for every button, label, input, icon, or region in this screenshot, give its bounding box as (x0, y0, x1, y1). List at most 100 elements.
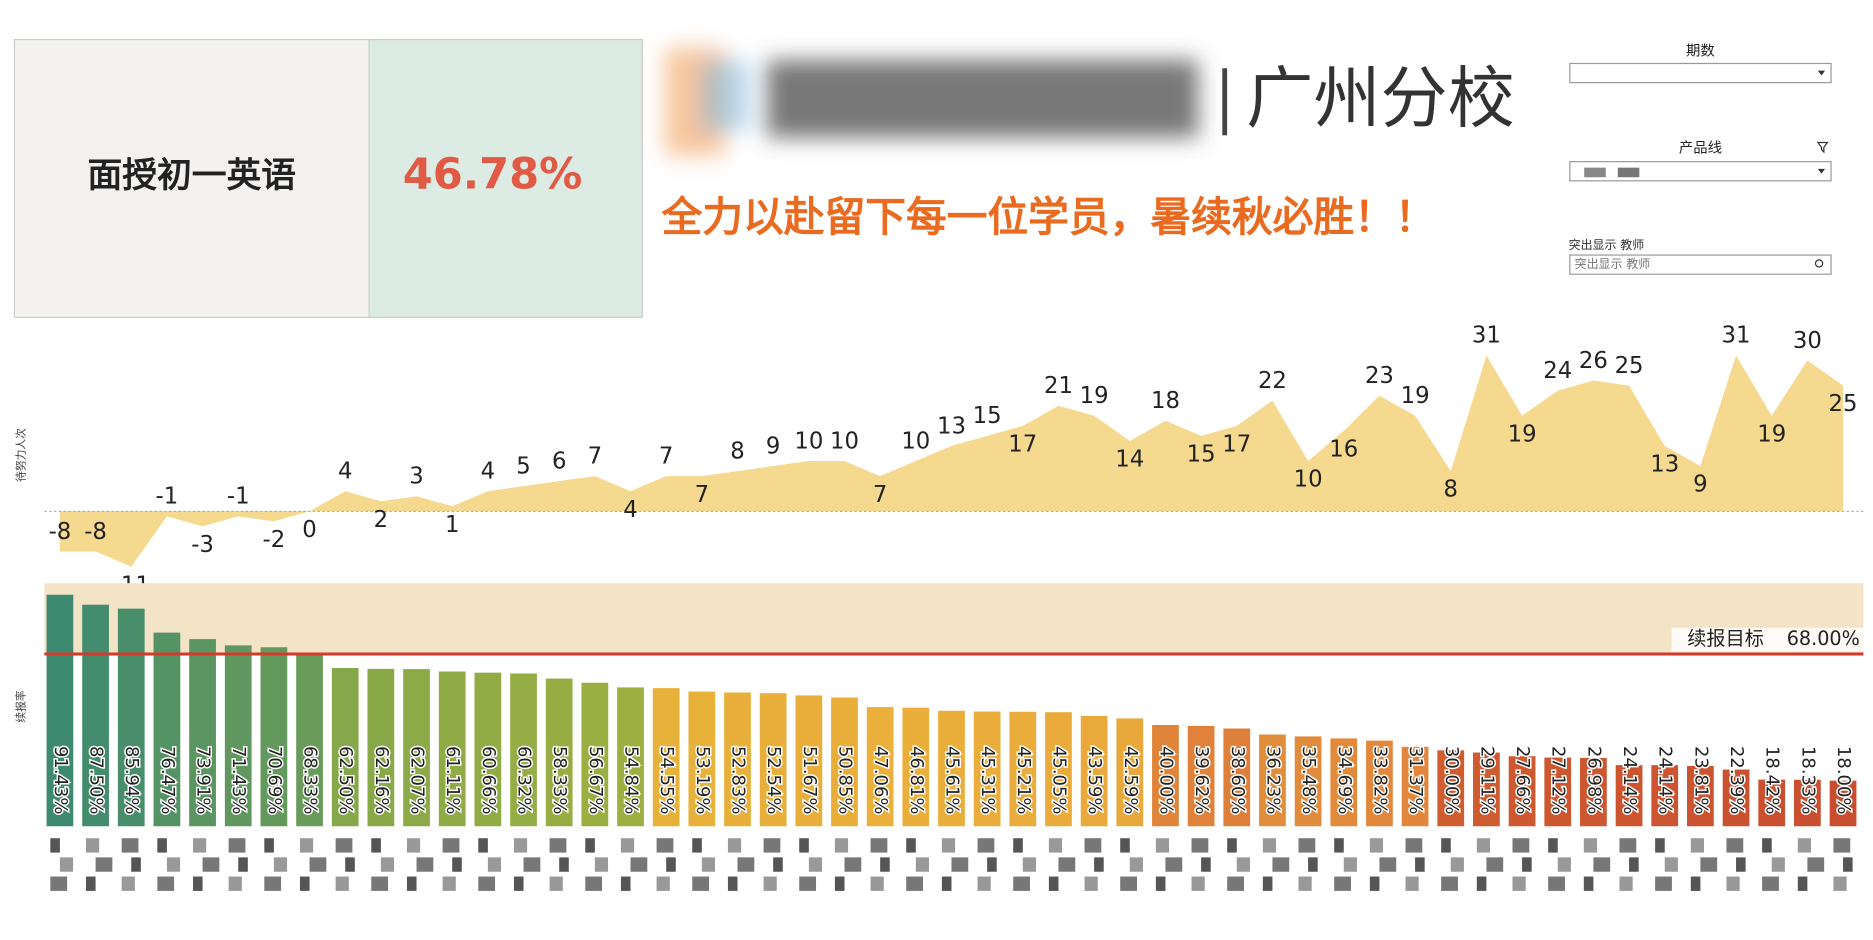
highlight-search[interactable] (1569, 254, 1832, 275)
blurred-name (692, 876, 710, 891)
blurred-name (1512, 876, 1526, 891)
data-label: 7 (695, 482, 709, 508)
bar (1187, 725, 1215, 827)
blurred-name (977, 838, 995, 853)
blurred-name (85, 876, 96, 891)
data-label: 47.06% (870, 746, 891, 814)
data-label: 33.82% (1369, 746, 1390, 814)
data-label: 6 (552, 448, 566, 474)
blurred-name (192, 838, 207, 853)
data-label: 31.37% (1405, 746, 1426, 814)
blurred-name (1405, 838, 1423, 853)
target-label-bg (1671, 627, 1864, 652)
data-label: 34.69% (1334, 746, 1355, 814)
data-label: -8 (49, 519, 72, 545)
bar (1544, 757, 1572, 827)
data-label: 5 (516, 454, 530, 480)
data-label: 10 (794, 428, 823, 454)
data-label: 23.81% (1690, 746, 1711, 814)
blurred-name (915, 857, 929, 872)
blurred-name (870, 876, 884, 891)
data-label: 91.43% (50, 746, 71, 814)
blurred-name (1557, 857, 1571, 872)
blurred-name (549, 838, 567, 853)
data-label: 73.91% (193, 746, 214, 814)
blurred-name (1334, 876, 1351, 891)
blurred-name (1084, 838, 1102, 853)
data-label: 62.07% (407, 746, 428, 814)
blurred-name (844, 857, 862, 872)
bar (1829, 780, 1857, 827)
blurred-name (1548, 838, 1558, 853)
data-label: 40.00% (1155, 746, 1176, 814)
blurred-name (228, 838, 246, 853)
bar (902, 707, 930, 827)
blurred-name (478, 876, 496, 891)
period-dropdown[interactable] (1569, 62, 1832, 84)
data-label: 17 (1008, 431, 1037, 457)
data-label: 54.84% (621, 746, 642, 814)
title-divider (1222, 68, 1228, 136)
blurred-name (1298, 876, 1312, 891)
blurred-name (620, 838, 635, 853)
dropdown-arrow (1817, 70, 1826, 76)
data-label: 19 (1401, 383, 1430, 409)
blurred-name (763, 838, 781, 853)
blurred-name (880, 857, 890, 872)
blurred-name (906, 838, 916, 853)
blurred-name (299, 876, 310, 891)
bar (545, 678, 573, 827)
blurred-logo (665, 47, 1199, 156)
blurred-name (1272, 857, 1290, 872)
blurred-name (808, 857, 823, 872)
blurred-name (701, 857, 716, 872)
bar (1615, 765, 1643, 827)
blurred-name (1548, 876, 1565, 891)
data-label: 22.39% (1726, 746, 1747, 814)
blurred-name (1762, 876, 1779, 891)
slogan: 全力以赴留下每一位学员，暑续秋必胜！！ (661, 193, 1436, 242)
filter-icon[interactable] (1816, 141, 1829, 154)
bar (759, 693, 787, 827)
data-label: 45.31% (977, 746, 998, 814)
bar (1116, 718, 1144, 827)
data-label: 10 (1294, 467, 1323, 493)
data-label: 25 (1829, 391, 1858, 417)
data-label: 3 (409, 464, 423, 490)
data-label: 43.59% (1084, 746, 1105, 814)
data-label: 62.16% (371, 746, 392, 814)
bar (224, 645, 252, 827)
bar (1473, 752, 1500, 827)
data-label: 45.21% (1013, 746, 1034, 814)
kpi-name-panel (13, 38, 370, 318)
data-label: 39.62% (1191, 746, 1212, 814)
blurred-name (371, 876, 389, 891)
bar (1223, 728, 1251, 827)
data-label: 24 (1543, 358, 1572, 384)
data-label: 52.83% (728, 746, 749, 814)
data-label: 0 (302, 517, 316, 543)
bar (1259, 734, 1286, 827)
product-dropdown[interactable] (1569, 161, 1832, 182)
bar (1794, 779, 1821, 827)
blurred-name (620, 876, 631, 891)
data-label: 14 (1115, 447, 1144, 473)
bar (82, 604, 109, 827)
blurred-name (1084, 876, 1098, 891)
blurred-name (1165, 857, 1183, 872)
bar (1009, 711, 1037, 827)
blurred-name (1369, 838, 1384, 853)
bar (1508, 756, 1536, 827)
data-label: 60.66% (478, 746, 499, 814)
blurred-name (559, 857, 569, 872)
filter-label: 产品线 (1679, 139, 1722, 156)
blurred-name (264, 876, 282, 891)
blurred-name (1476, 838, 1491, 853)
bar (367, 668, 395, 827)
data-label: 16 (1329, 437, 1358, 463)
filter-label: 突出显示 教师 (1569, 237, 1645, 252)
blurred-selection (1617, 167, 1640, 178)
blurred-name (335, 876, 349, 891)
data-label: 7 (588, 443, 602, 469)
